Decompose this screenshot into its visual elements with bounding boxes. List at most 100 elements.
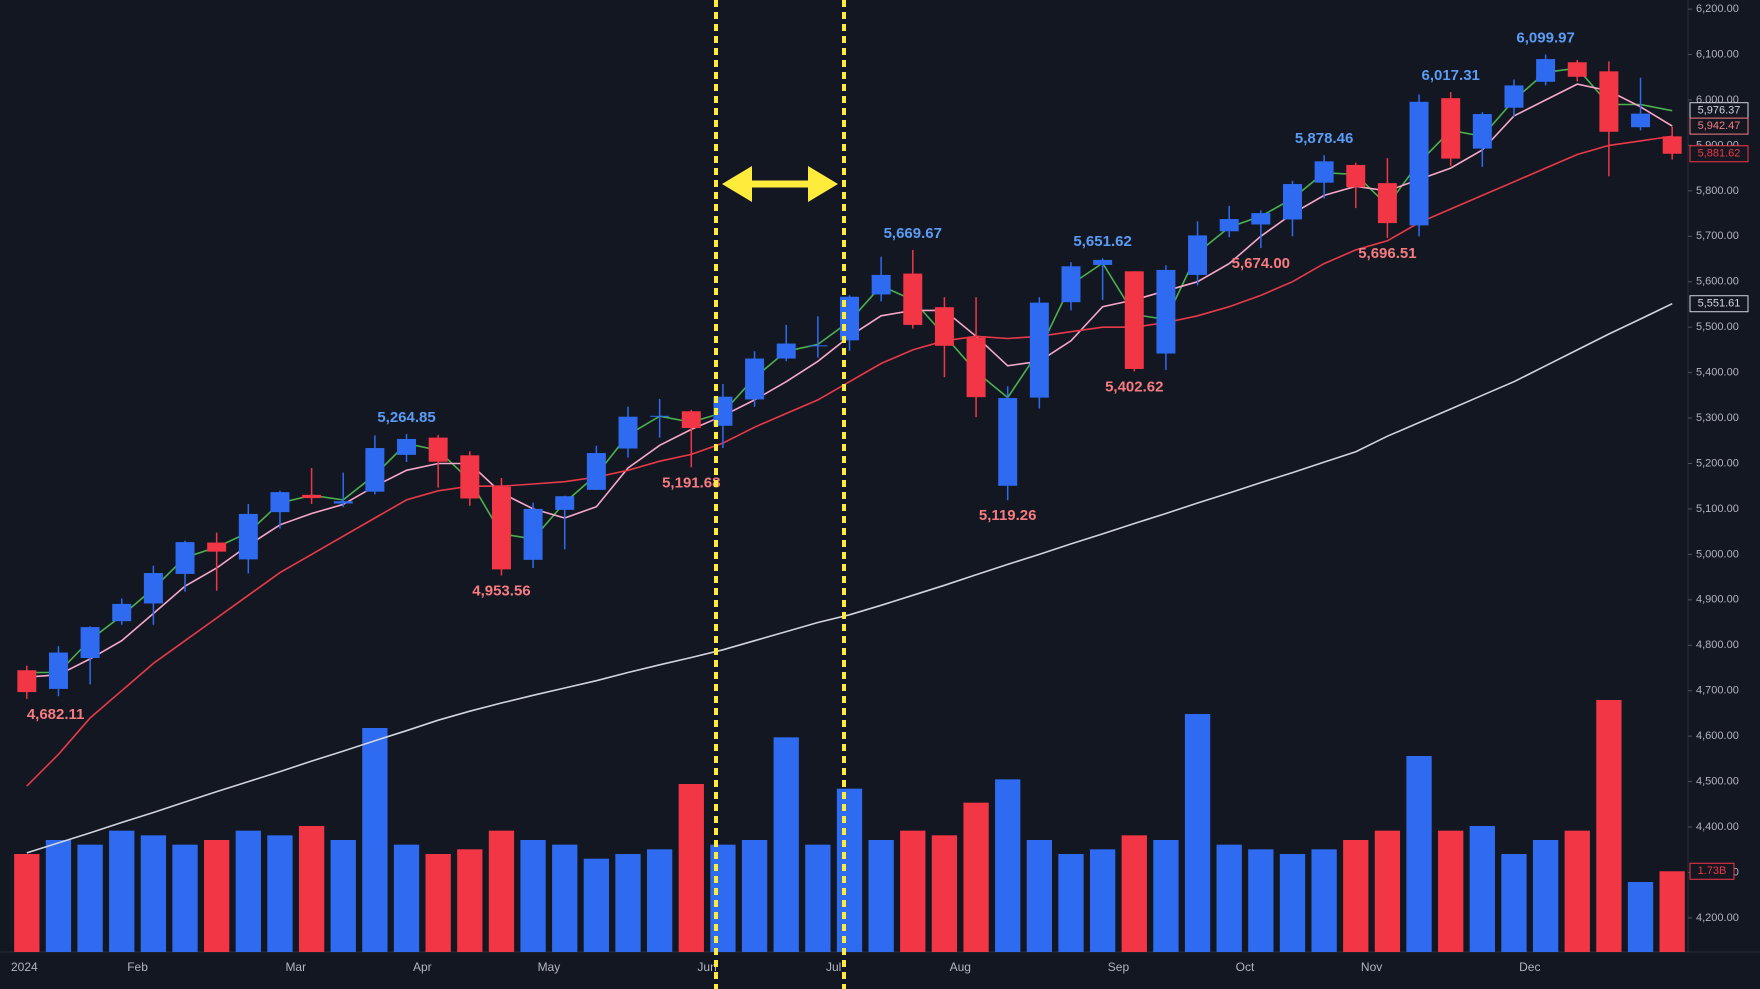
x-tick-label: Feb <box>127 960 148 974</box>
candle-body <box>1472 114 1492 149</box>
volume-bar <box>1026 840 1053 952</box>
candle-body <box>80 627 100 658</box>
price-annotation: 5,119.26 <box>979 507 1037 524</box>
price-label: 5,551.61 <box>1698 298 1741 310</box>
y-tick-label: 5,600.00 <box>1696 276 1739 288</box>
volume-bar <box>267 835 293 952</box>
candle-body <box>1504 85 1524 108</box>
candle-body <box>397 438 417 455</box>
candle-body <box>207 542 227 552</box>
candle-body <box>1282 184 1302 220</box>
volume-bar <box>615 854 641 952</box>
y-tick-label: 4,800.00 <box>1696 639 1739 651</box>
x-tick-label: Oct <box>1236 960 1255 974</box>
volume-bar <box>1627 882 1654 952</box>
volume-bar <box>1374 830 1401 952</box>
volume-bar <box>1089 849 1116 952</box>
y-tick-label: 4,700.00 <box>1696 685 1739 697</box>
x-tick-label: Nov <box>1361 960 1382 974</box>
candle-body <box>1124 271 1144 369</box>
candle-body <box>491 486 511 570</box>
candle-body <box>1251 213 1271 225</box>
volume-bar <box>393 844 420 952</box>
price-annotation: 5,191.68 <box>662 474 720 491</box>
price-annotation: 5,878.46 <box>1295 130 1353 147</box>
volume-bar <box>45 840 72 952</box>
volume-bar <box>836 788 863 952</box>
x-tick-label: May <box>538 960 561 974</box>
volume-bar <box>1469 826 1495 952</box>
volume-bar <box>1564 830 1590 952</box>
candle-body <box>1441 98 1461 159</box>
candle-body <box>586 453 606 490</box>
volume-bar <box>425 854 451 952</box>
candle-body <box>270 492 290 513</box>
y-tick-label: 5,400.00 <box>1696 367 1739 379</box>
y-tick-label: 4,900.00 <box>1696 594 1739 606</box>
price-annotation: 5,669.67 <box>884 225 942 242</box>
candle-body <box>1631 113 1651 128</box>
volume-bar <box>362 728 388 952</box>
volume-bar <box>678 784 704 952</box>
candle-body <box>966 337 986 398</box>
candle-body <box>238 513 258 560</box>
price-label: 5,942.47 <box>1698 120 1741 132</box>
y-tick-label: 4,200.00 <box>1696 912 1739 924</box>
volume-bar <box>931 835 958 952</box>
candle-body <box>1567 62 1587 77</box>
volume-bar <box>109 830 135 952</box>
volume-bar <box>1343 840 1369 952</box>
candle-body <box>1536 59 1556 82</box>
price-annotation: 5,264.85 <box>377 409 435 426</box>
candle-body <box>1409 101 1429 226</box>
volume-bar <box>1596 700 1622 952</box>
candle-body <box>175 542 195 574</box>
candle-body <box>365 448 385 492</box>
candle-body <box>903 273 923 325</box>
candle-body <box>17 670 37 693</box>
candle-body <box>460 455 480 499</box>
y-tick-label: 5,500.00 <box>1696 321 1739 333</box>
ma-line <box>26 302 1673 854</box>
volume-bar <box>140 835 167 952</box>
price-label: 5,881.62 <box>1698 148 1741 160</box>
volume-bar <box>1216 844 1242 952</box>
volume-bar <box>995 779 1021 952</box>
volume-bar <box>1058 854 1084 952</box>
volume-bar <box>1659 871 1685 952</box>
candle-body <box>650 415 670 417</box>
candle-body <box>745 358 765 400</box>
volume-bar <box>14 854 40 952</box>
candle-body <box>1029 302 1049 398</box>
price-annotation: 5,696.51 <box>1358 245 1416 262</box>
x-tick-label: 2024 <box>11 960 38 974</box>
volume-bar <box>488 830 515 952</box>
y-tick-label: 5,300.00 <box>1696 412 1739 424</box>
candle-body <box>1188 235 1208 275</box>
volume-bar <box>1153 840 1179 952</box>
volume-bar <box>77 844 103 952</box>
volume-bar <box>1501 854 1527 952</box>
y-tick-label: 5,200.00 <box>1696 457 1739 469</box>
candle-body <box>555 496 575 510</box>
price-label-box <box>1689 295 1749 313</box>
candle-body <box>1156 269 1176 354</box>
volume-bar <box>646 849 673 952</box>
candle-body <box>48 652 68 689</box>
candle-body <box>1314 161 1334 183</box>
volume-bar <box>900 830 926 952</box>
y-tick-label: 4,600.00 <box>1696 730 1739 742</box>
price-annotation: 4,953.56 <box>472 582 530 599</box>
candle-body <box>871 274 891 295</box>
x-tick-label: Mar <box>285 960 306 974</box>
candle-body <box>934 307 954 346</box>
price-annotation: 5,651.62 <box>1073 233 1131 250</box>
candle-body <box>681 411 701 429</box>
x-tick-label: Sep <box>1108 960 1130 974</box>
volume-bar <box>1532 840 1559 952</box>
candle-body <box>1377 183 1397 224</box>
candle-body <box>618 416 638 449</box>
